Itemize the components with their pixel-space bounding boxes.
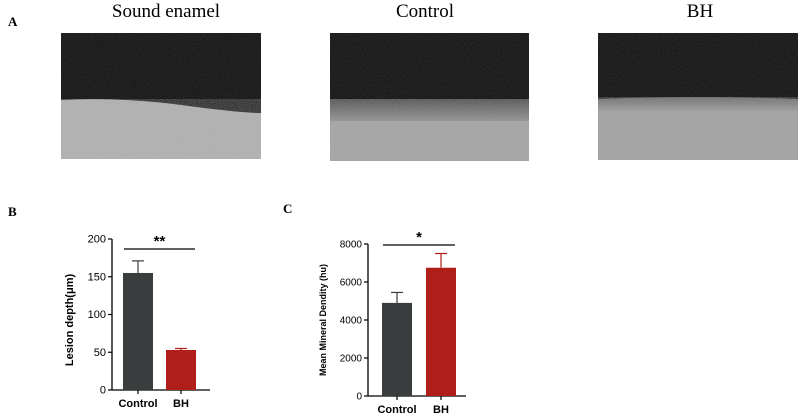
panel-label-a: A — [8, 14, 18, 29]
x-tick-label: BH — [173, 398, 189, 410]
y-tick-label: 100 — [88, 309, 106, 321]
oct-image-bh — [598, 33, 798, 160]
oct-image-sound-enamel — [61, 33, 261, 159]
chart-c-y-axis-label: Mean Mineral Dendity (hu) — [318, 264, 328, 376]
image-title-bh: BH — [686, 1, 714, 22]
y-tick-label: 50 — [94, 347, 106, 359]
significance-marker: * — [416, 229, 422, 246]
bar-bh — [426, 267, 456, 396]
panel-label-b: B — [8, 204, 17, 219]
panel-label-c: C — [283, 201, 293, 216]
x-tick-label: BH — [433, 404, 449, 415]
y-tick-label: 0 — [100, 385, 106, 397]
y-tick-label: 6000 — [340, 278, 363, 289]
y-tick-label: 4000 — [340, 316, 363, 327]
chart-lesion-depth: 0 50 100 150 200 Control BH ** Lesion depth(μm) — [64, 233, 210, 410]
y-tick-label: 150 — [88, 271, 106, 283]
bar-bh — [166, 349, 196, 390]
y-tick-label: 0 — [356, 392, 362, 403]
chart-mineral-density: 0 2000 4000 6000 8000 Control BH * Mean Mineral… — [318, 229, 466, 415]
y-tick-label: 200 — [88, 234, 106, 246]
x-tick-label: Control — [118, 398, 157, 410]
x-tick-label: Control — [377, 404, 416, 415]
bar-control — [382, 302, 412, 396]
significance-marker: ** — [154, 233, 166, 250]
y-tick-label: 2000 — [340, 354, 363, 365]
oct-image-control — [330, 33, 529, 161]
chart-b-y-axis-label: Lesion depth(μm) — [64, 274, 76, 367]
image-title-sound-enamel: Sound enamel — [111, 1, 221, 22]
image-title-control: Control — [395, 1, 455, 22]
bar-control — [123, 272, 153, 390]
y-tick-label: 8000 — [340, 240, 363, 251]
